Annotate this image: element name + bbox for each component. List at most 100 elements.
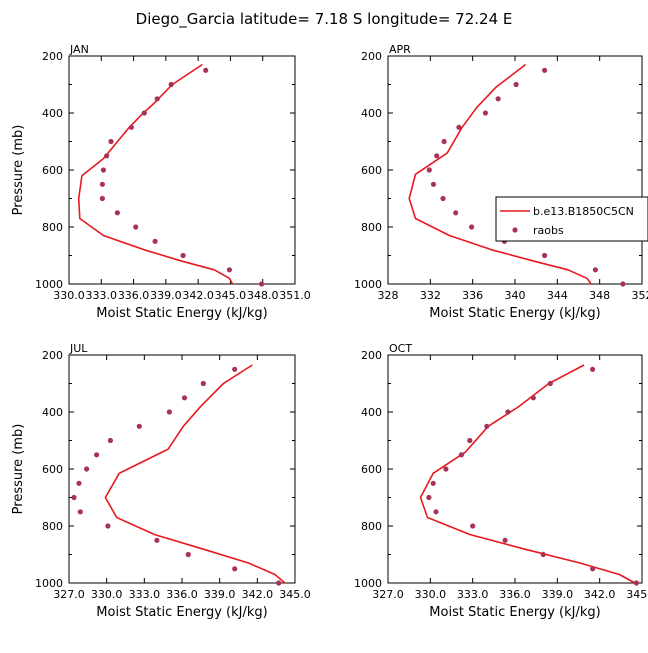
x-tick-label: 336 [462, 289, 483, 302]
x-tick-label: 344 [547, 289, 568, 302]
x-tick-label: 345.0 [215, 289, 247, 302]
raobs-point [84, 466, 89, 471]
x-tick-label: 339.0 [204, 588, 236, 601]
x-tick-label: 351.0 [279, 289, 311, 302]
plot-frame-jul [69, 355, 295, 583]
raobs-point [542, 68, 547, 73]
legend-box [496, 197, 648, 241]
plot-frame-oct [388, 355, 642, 583]
x-tick-label: 327.0 [372, 588, 404, 601]
raobs-point [186, 552, 191, 557]
raobs-point [431, 481, 436, 486]
raobs-point [276, 580, 281, 585]
raobs-point [115, 210, 120, 215]
y-tick-label: 800 [361, 520, 382, 533]
x-tick-label: 336.0 [166, 588, 198, 601]
raobs-point [155, 96, 160, 101]
raobs-point [181, 253, 186, 258]
raobs-point [169, 82, 174, 87]
x-tick-label: 327.0 [53, 588, 85, 601]
x-tick-label: 330.0 [53, 289, 85, 302]
x-tick-label: 333.0 [86, 289, 118, 302]
legend-point-swatch [512, 227, 517, 232]
x-tick-label: 345.0 [279, 588, 311, 601]
raobs-point [470, 523, 475, 528]
raobs-point [456, 125, 461, 130]
raobs-point [76, 481, 81, 486]
raobs-point [426, 495, 431, 500]
x-tick-label: 339.0 [150, 289, 182, 302]
y-tick-label: 200 [361, 50, 382, 63]
raobs-point [100, 196, 105, 201]
panel-title-jul: JUL [69, 342, 88, 355]
raobs-point [108, 139, 113, 144]
raobs-point [108, 438, 113, 443]
y-axis-label: Pressure (mb) [11, 125, 26, 216]
x-tick-label: 342.0 [182, 289, 214, 302]
raobs-point [182, 395, 187, 400]
legend-model-label: b.e13.B1850C5CN [533, 205, 634, 218]
y-tick-label: 600 [42, 164, 63, 177]
raobs-point [94, 452, 99, 457]
raobs-point [71, 495, 76, 500]
model-profile-line-jul [105, 365, 285, 583]
x-axis-label: Moist Static Energy (kJ/kg) [96, 605, 267, 620]
y-tick-label: 400 [361, 107, 382, 120]
raobs-point [634, 580, 639, 585]
raobs-point [453, 210, 458, 215]
panel-apr: 2004006008001000328332336340344348352APR… [354, 43, 648, 321]
raobs-point [201, 381, 206, 386]
raobs-point [133, 224, 138, 229]
raobs-point [459, 452, 464, 457]
raobs-point [590, 367, 595, 372]
x-tick-label: 348.0 [247, 289, 279, 302]
raobs-point [593, 267, 598, 272]
y-tick-label: 600 [42, 463, 63, 476]
raobs-point [620, 281, 625, 286]
raobs-point [78, 509, 83, 514]
raobs-point [590, 566, 595, 571]
legend: b.e13.B1850C5CN raobs [496, 197, 648, 241]
raobs-point [483, 110, 488, 115]
raobs-point [542, 253, 547, 258]
raobs-point [153, 239, 158, 244]
x-tick-label: 330.0 [91, 588, 123, 601]
raobs-point [137, 424, 142, 429]
raobs-point [514, 82, 519, 87]
y-tick-label: 600 [361, 463, 382, 476]
x-tick-label: 330.0 [415, 588, 447, 601]
raobs-point [129, 125, 134, 130]
raobs-point [433, 509, 438, 514]
raobs-point [167, 409, 172, 414]
y-tick-label: 200 [42, 50, 63, 63]
x-axis-label: Moist Static Energy (kJ/kg) [96, 306, 267, 321]
y-tick-label: 400 [361, 406, 382, 419]
raobs-point [104, 153, 109, 158]
raobs-point [484, 424, 489, 429]
y-tick-label: 800 [361, 221, 382, 234]
y-tick-label: 800 [42, 221, 63, 234]
raobs-point [443, 466, 448, 471]
raobs-point [105, 523, 110, 528]
panel-title-apr: APR [389, 43, 411, 56]
y-tick-label: 800 [42, 520, 63, 533]
legend-obs-label: raobs [533, 224, 564, 237]
raobs-point [154, 538, 159, 543]
plot-frame-apr [388, 56, 642, 284]
raobs-point [431, 182, 436, 187]
raobs-point [227, 267, 232, 272]
panel-title-oct: OCT [389, 342, 412, 355]
model-profile-line-oct [421, 365, 635, 583]
raobs-point [100, 182, 105, 187]
x-tick-label: 345.0 [626, 588, 648, 601]
y-axis-label: Pressure (mb) [11, 424, 26, 515]
figure-title: Diego_Garcia latitude= 7.18 S longitude=… [136, 10, 513, 29]
x-tick-label: 336.0 [118, 289, 150, 302]
x-tick-label: 339.0 [542, 588, 574, 601]
